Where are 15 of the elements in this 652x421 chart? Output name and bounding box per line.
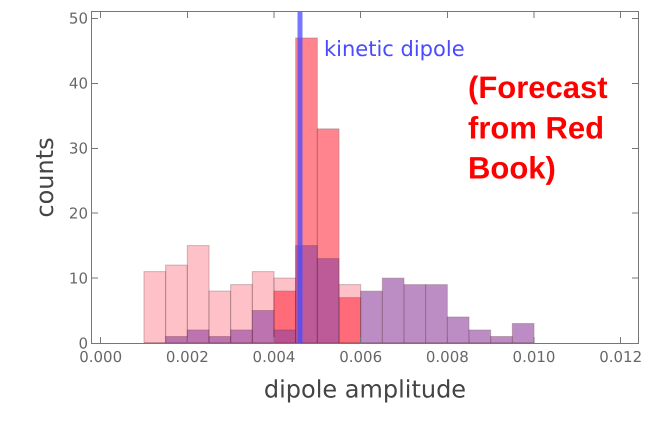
x-tick-label: 0.012 — [599, 348, 642, 366]
x-axis-title: dipole amplitude — [264, 375, 466, 404]
y-tick-label: 30 — [68, 140, 88, 158]
y-tick-label: 10 — [68, 269, 88, 288]
y-tick-label: 20 — [68, 204, 88, 222]
annotation: (Forecast from Red Book) — [468, 70, 608, 186]
ref-line-label: kinetic dipole — [324, 37, 465, 61]
x-tick-label: 0.002 — [166, 348, 209, 366]
y-tick-label: 50 — [68, 10, 88, 28]
x-tick-label: 0.004 — [252, 348, 296, 366]
x-tick-label: 0.008 — [426, 348, 469, 366]
y-tick-label: 40 — [68, 74, 88, 93]
x-tick-label: 0.010 — [512, 348, 556, 366]
y-axis-title: counts — [31, 137, 60, 218]
x-tick-label: 0.006 — [339, 348, 382, 366]
